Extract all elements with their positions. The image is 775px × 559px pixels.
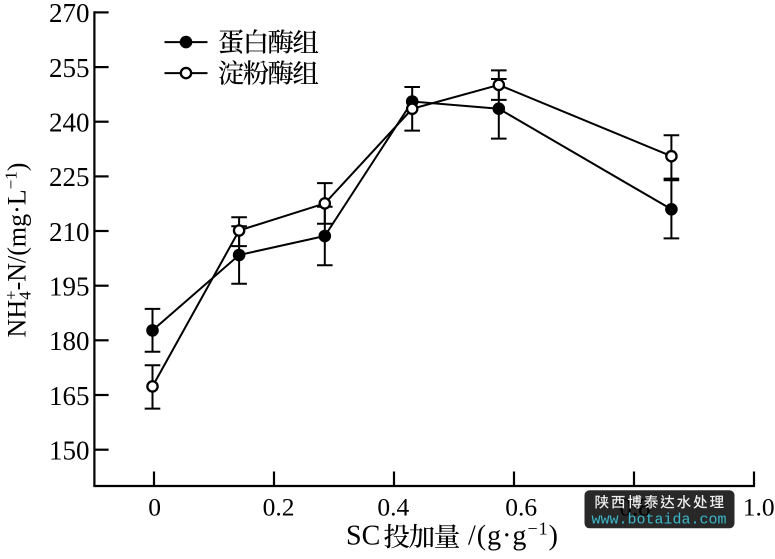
svg-text:165: 165 — [49, 381, 90, 411]
svg-text:270: 270 — [49, 0, 90, 28]
svg-text:SC: SC — [346, 521, 380, 552]
svg-text:150: 150 — [49, 436, 90, 466]
svg-text:0.4: 0.4 — [377, 492, 409, 521]
svg-text:255: 255 — [49, 53, 90, 83]
svg-text:0: 0 — [148, 492, 161, 521]
svg-text:180: 180 — [49, 326, 90, 356]
svg-text:240: 240 — [49, 108, 90, 138]
svg-text:NH4+-N/(mg·L−1): NH4+-N/(mg·L−1) — [2, 163, 35, 338]
svg-text:195: 195 — [49, 272, 90, 302]
svg-text:www.botaida.com: www.botaida.com — [591, 512, 726, 529]
svg-text:1.0: 1.0 — [743, 492, 775, 521]
svg-text:225: 225 — [49, 162, 90, 192]
svg-text:210: 210 — [49, 217, 90, 247]
svg-text:0.6: 0.6 — [505, 492, 537, 521]
svg-text:0.2: 0.2 — [263, 492, 295, 521]
